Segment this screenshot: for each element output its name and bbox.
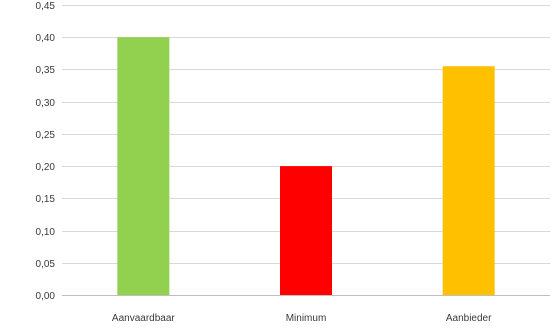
bars bbox=[117, 37, 495, 295]
y-tick-label: 0,05 bbox=[36, 259, 56, 270]
bar-aanbieder bbox=[442, 66, 495, 295]
y-tick-label: 0,40 bbox=[36, 33, 56, 44]
y-tick-label: 0,15 bbox=[36, 194, 56, 205]
x-axis-category-labels: Aanvaardbaar Minimum Aanbieder bbox=[112, 313, 492, 324]
x-category-label: Aanbieder bbox=[446, 313, 492, 324]
y-tick-label: 0,35 bbox=[36, 65, 56, 76]
x-category-label: Aanvaardbaar bbox=[112, 313, 175, 324]
y-tick-label: 0,25 bbox=[36, 130, 56, 141]
y-tick-label: 0,00 bbox=[36, 291, 56, 302]
y-axis-tick-labels: 0,00 0,05 0,10 0,15 0,20 0,25 0,30 0,35 0,40 0,45 bbox=[36, 1, 56, 302]
y-tick-label: 0,20 bbox=[36, 162, 56, 173]
bar-minimum bbox=[280, 166, 332, 295]
y-tick-label: 0,10 bbox=[36, 227, 56, 238]
y-tick-label: 0,45 bbox=[36, 1, 56, 12]
x-category-label: Minimum bbox=[286, 313, 327, 324]
y-tick-label: 0,30 bbox=[36, 98, 56, 109]
bar-aanvaardbaar bbox=[117, 37, 170, 295]
